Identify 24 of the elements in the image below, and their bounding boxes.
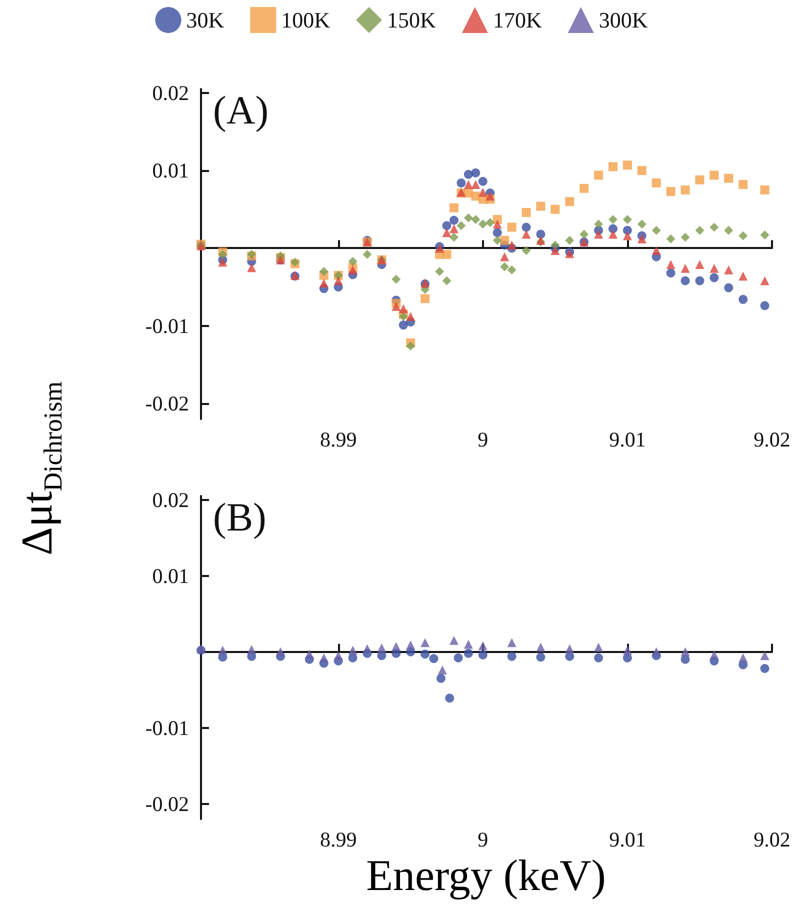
x-axis-title: Energy (keV) [365, 850, 607, 901]
x-tick-label: 9 [478, 828, 488, 852]
y-tick-label: -0.01 [145, 314, 189, 338]
y-tick-label: 0.02 [152, 488, 189, 512]
x-tick-label: 8.99 [320, 428, 357, 452]
y-tick-label: -0.01 [145, 716, 189, 740]
y-tick-label: 0.02 [152, 80, 189, 105]
x-tick-label: 9.02 [754, 428, 790, 452]
y-tick-label: 0.01 [152, 158, 189, 183]
y-tick-label: -0.02 [145, 792, 189, 816]
legend-label: 150K [387, 8, 436, 32]
y-tick-label: 0.01 [152, 564, 189, 588]
x-tick-label: 9.02 [754, 828, 790, 852]
x-tick-label: 9.01 [609, 828, 646, 852]
chart-title: (A) [213, 88, 269, 132]
legend-label: 300K [598, 8, 648, 32]
x-tick-label: 9 [478, 428, 488, 452]
chart-title: (B) [213, 494, 266, 540]
y-tick-label: -0.02 [145, 391, 189, 416]
legend-label: 100K [281, 8, 330, 32]
x-tick-label: 8.99 [320, 828, 357, 852]
legend-label: 30K [186, 8, 224, 32]
legend-label: 170K [492, 8, 542, 32]
x-tick-label: 9.01 [609, 428, 646, 452]
